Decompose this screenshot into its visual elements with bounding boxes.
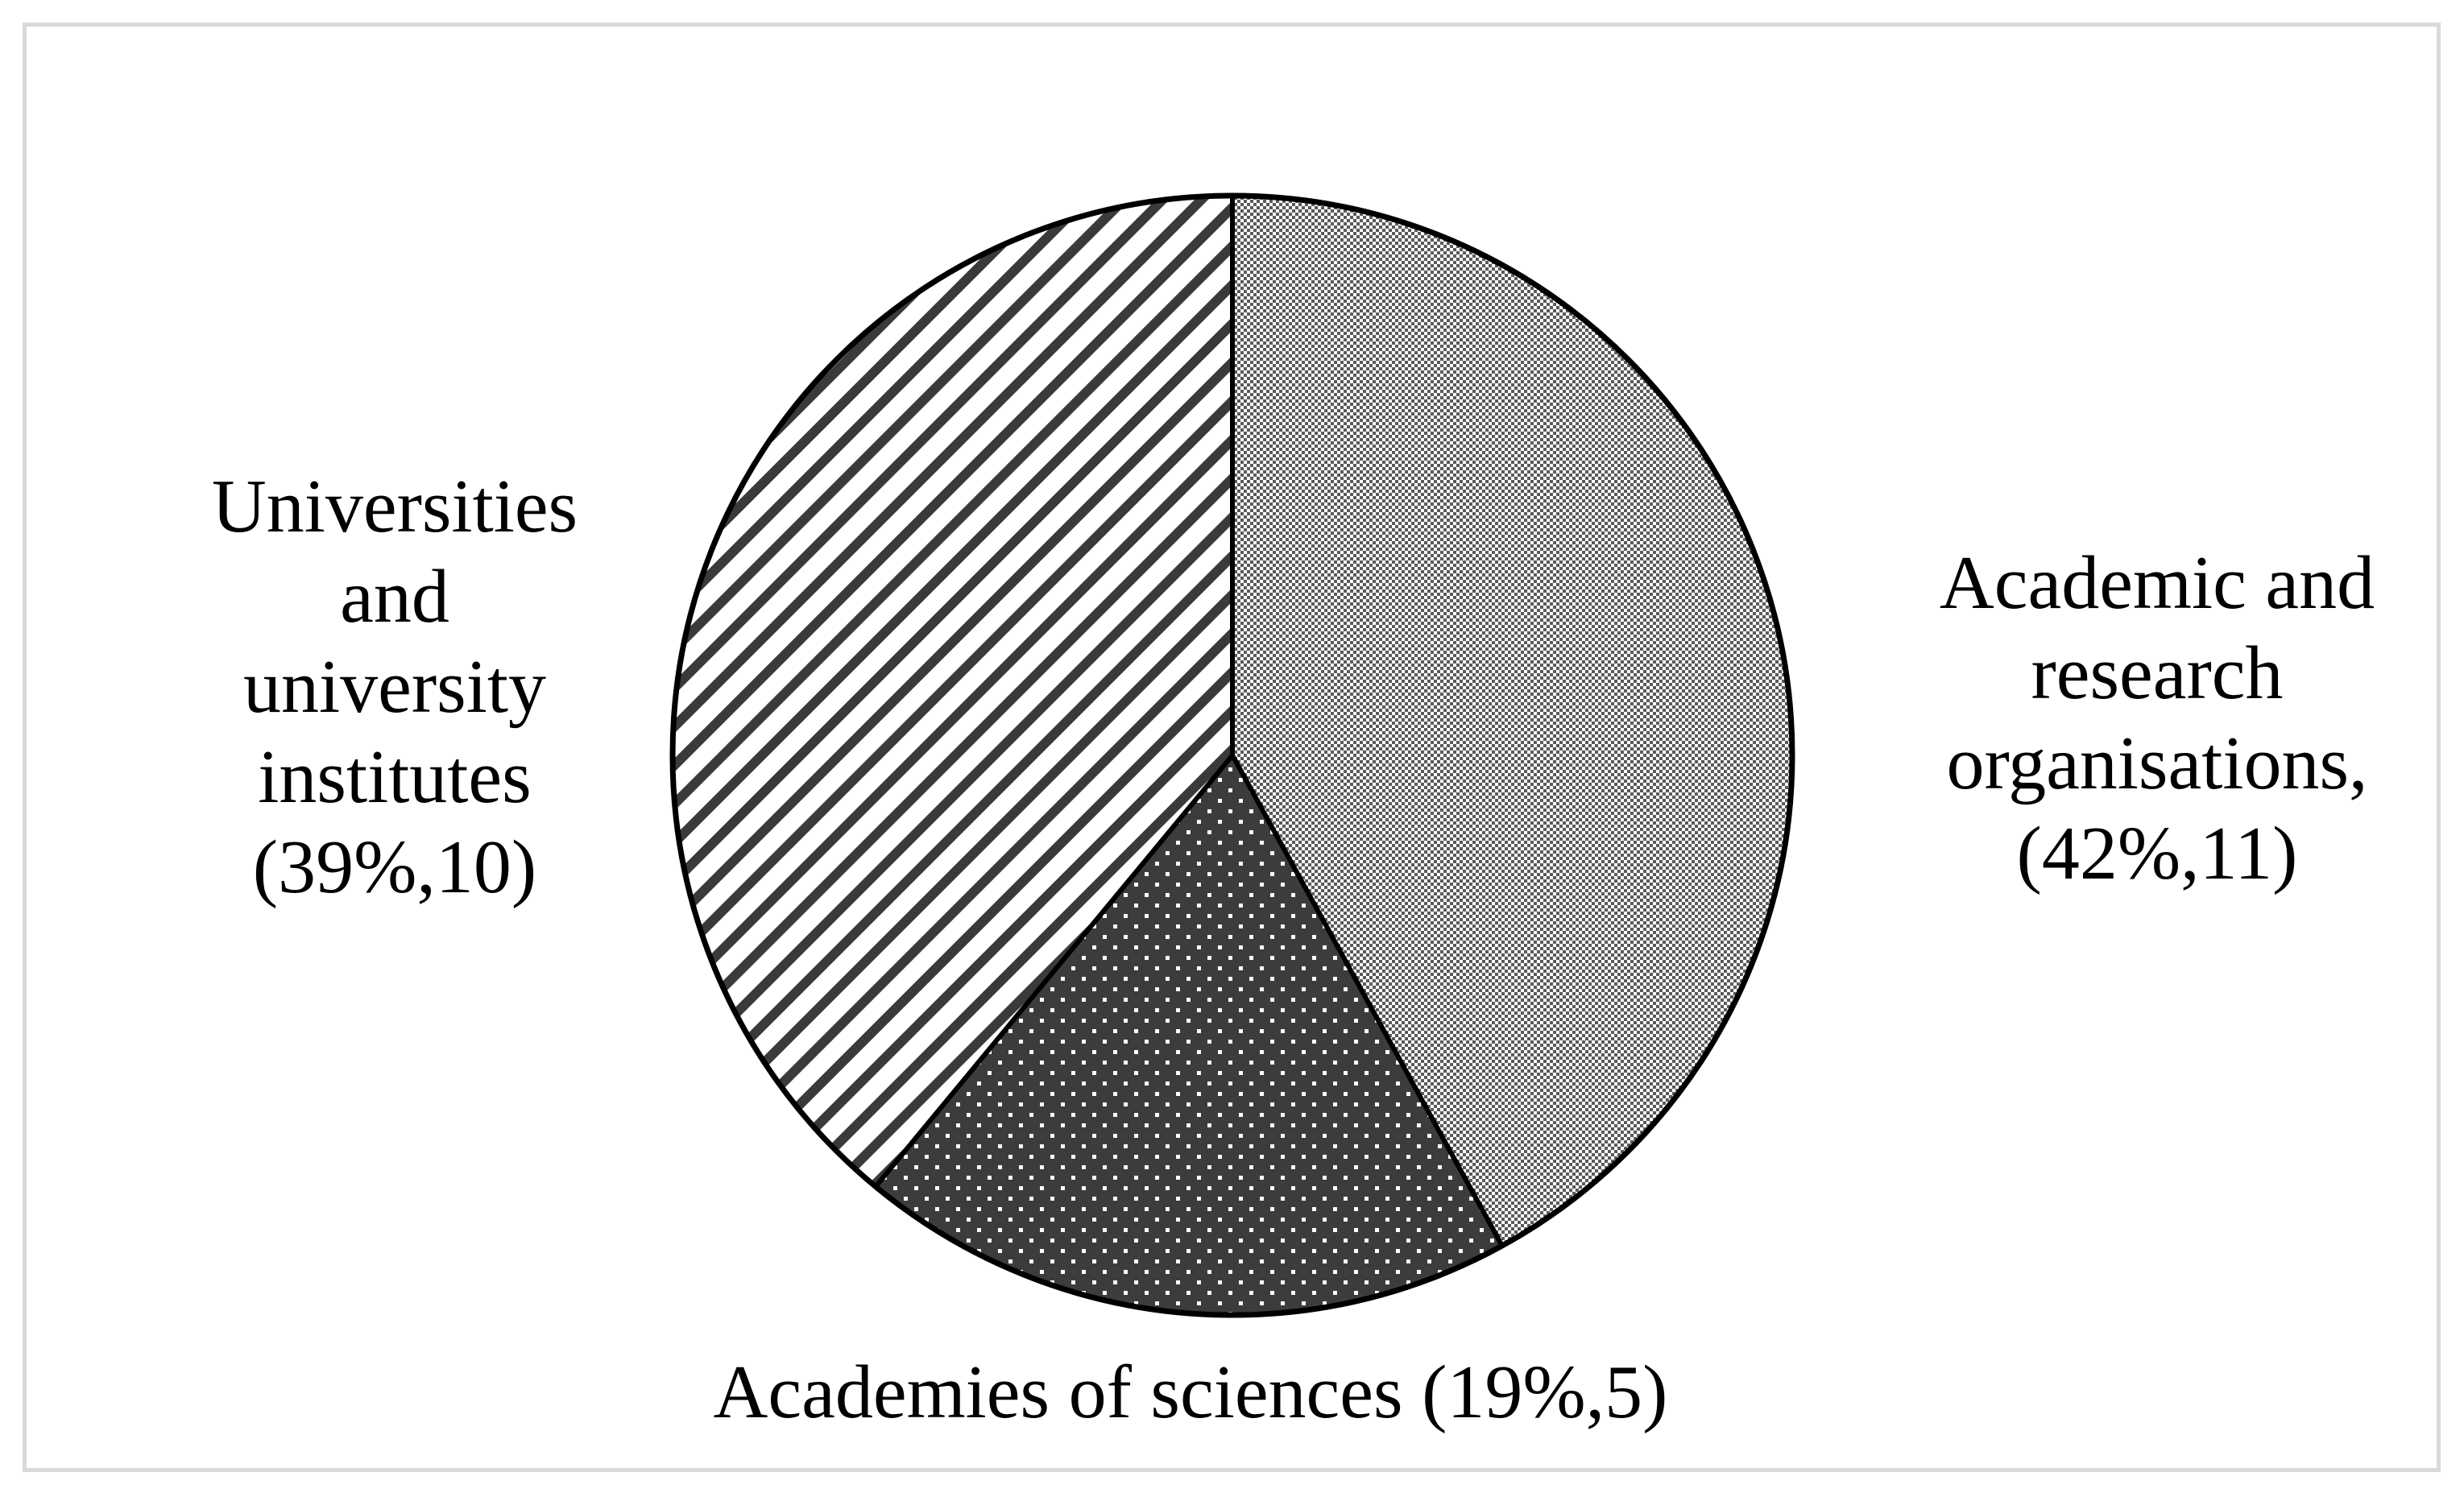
slice-label-line: university <box>243 645 546 729</box>
slice-label-line: Universities <box>212 465 578 548</box>
slice-label-line: Academic and <box>1940 541 2375 625</box>
slice-label-line: (39%,10) <box>253 825 536 909</box>
slice-label-line: organisations, <box>1946 722 2367 805</box>
slice-label-universities-and-university-institutes: Universities and university institutes (39%,… <box>212 465 578 909</box>
slice-label-academic-and-research-organisations: Academic and research organisations, (42%,1… <box>1940 541 2375 895</box>
slice-label-line: research <box>2031 631 2283 715</box>
slice-label-line: institutes <box>258 735 531 819</box>
slice-label-line: and <box>340 555 449 639</box>
slice-label-academies-of-sciences: Academies of sciences (19%,5) <box>714 1350 1668 1434</box>
pie-outline <box>669 192 1795 1318</box>
slice-label-line: Academies of sciences (19%,5) <box>714 1350 1668 1434</box>
slice-label-line: (42%,11) <box>2017 812 2298 895</box>
